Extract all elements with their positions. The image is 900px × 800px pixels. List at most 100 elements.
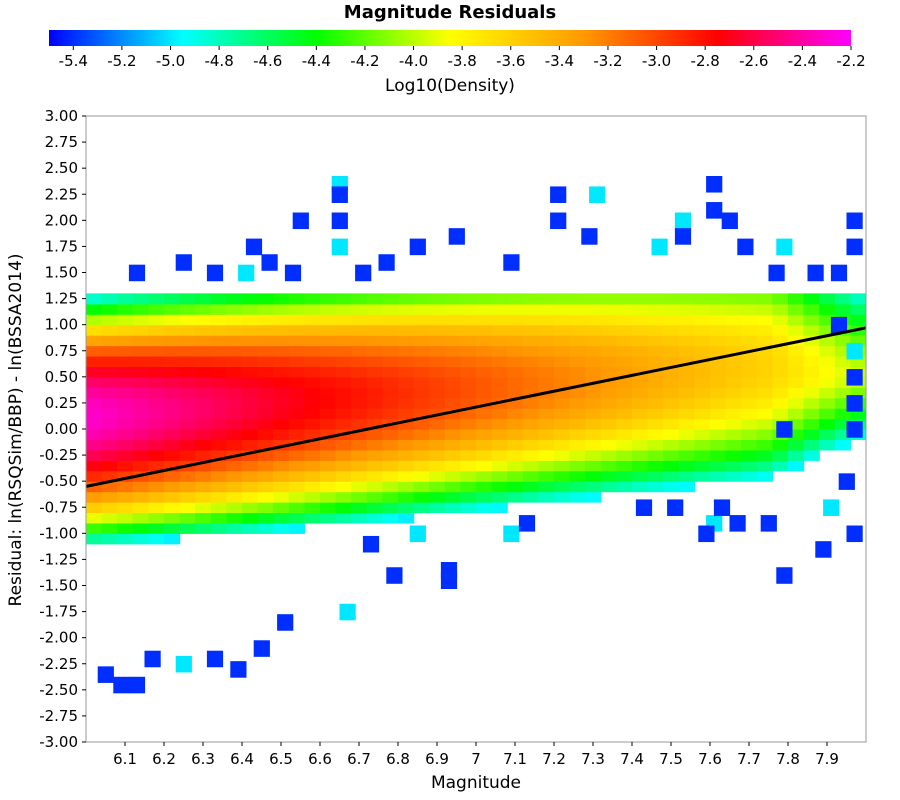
heatmap-cell: [678, 449, 695, 461]
heatmap-cell: [507, 470, 524, 482]
heatmap-cell: [819, 397, 836, 409]
heatmap-cell: [600, 408, 617, 420]
heatmap-cell: [382, 303, 399, 315]
heatmap-cell: [725, 418, 742, 430]
heatmap-cell: [647, 439, 664, 451]
heatmap-cell: [507, 481, 524, 493]
heatmap-cell: [632, 355, 649, 367]
heatmap-cell: [86, 449, 103, 461]
colorbar-tick-label: -4.2: [350, 52, 379, 70]
heatmap-cell: [522, 491, 539, 503]
heatmap-cell: [444, 314, 461, 326]
heatmap-cell: [179, 502, 196, 514]
heatmap-cell: [772, 366, 789, 378]
heatmap-cell: [288, 460, 305, 472]
heatmap-cell: [522, 335, 539, 347]
heatmap-cell: [554, 314, 571, 326]
heatmap-cell: [585, 408, 602, 420]
x-axis-label: Magnitude: [430, 773, 522, 793]
y-tick-label: -1.00: [39, 524, 78, 542]
heatmap-cell: [164, 397, 181, 409]
heatmap-cell: [132, 397, 149, 409]
heatmap-cell: [398, 418, 415, 430]
heatmap-cell: [335, 408, 352, 420]
heatmap-cell: [210, 387, 227, 399]
heatmap-cell: [242, 324, 259, 336]
heatmap-cell: [273, 355, 290, 367]
heatmap-cell: [772, 324, 789, 336]
heatmap-cell: [756, 314, 773, 326]
heatmap-cell: [694, 303, 711, 315]
heatmap-outlier-cell: [846, 369, 863, 386]
heatmap-outlier-cell: [674, 212, 692, 230]
heatmap-cell: [226, 324, 243, 336]
heatmap-cell: [117, 460, 134, 472]
heatmap-cell: [210, 470, 227, 482]
heatmap-outlier-cell: [651, 238, 668, 256]
heatmap-cell: [382, 324, 399, 336]
heatmap-cell: [710, 345, 727, 357]
heatmap-cell: [117, 293, 134, 305]
heatmap-cell: [101, 387, 118, 399]
heatmap-cell: [632, 418, 649, 430]
heatmap-cell: [522, 303, 539, 315]
heatmap-cell: [304, 335, 321, 347]
heatmap-cell: [320, 397, 337, 409]
heatmap-cell: [117, 491, 134, 503]
heatmap-cell: [694, 397, 711, 409]
heatmap-cell: [179, 314, 196, 326]
heatmap-cell: [320, 470, 337, 482]
heatmap-cell: [476, 324, 493, 336]
heatmap-cell: [507, 491, 524, 503]
heatmap-cell: [507, 376, 524, 388]
x-tick-label: 7.5: [659, 750, 683, 768]
heatmap-cell: [226, 522, 243, 534]
colorbar-tick-label: -2.6: [739, 52, 768, 70]
heatmap-outlier-cell: [776, 238, 793, 256]
heatmap-cell: [210, 491, 227, 503]
heatmap-cell: [491, 470, 508, 482]
heatmap-outlier-cell: [667, 499, 684, 516]
heatmap-cell: [507, 345, 524, 357]
heatmap-cell: [678, 335, 695, 347]
heatmap-cell: [756, 429, 773, 441]
heatmap-cell: [398, 491, 415, 503]
heatmap-cell: [288, 491, 305, 503]
heatmap-cell: [725, 429, 742, 441]
heatmap-cell: [834, 366, 851, 378]
heatmap-outlier-cell: [846, 342, 863, 360]
heatmap-cell: [288, 502, 305, 514]
heatmap-cell: [476, 335, 493, 347]
heatmap-cell: [132, 522, 149, 534]
heatmap-cell: [819, 387, 836, 399]
y-tick-label: 0.50: [45, 368, 78, 386]
heatmap-cell: [694, 408, 711, 420]
heatmap-cell: [476, 314, 493, 326]
heatmap-cell: [678, 345, 695, 357]
heatmap-cell: [242, 429, 259, 441]
heatmap-cell: [741, 314, 758, 326]
heatmap-cell: [803, 397, 820, 409]
heatmap-cell: [554, 335, 571, 347]
heatmap-cell: [554, 345, 571, 357]
heatmap-cell: [273, 481, 290, 493]
heatmap-cell: [632, 303, 649, 315]
heatmap-cell: [647, 303, 664, 315]
heatmap-cell: [242, 502, 259, 514]
heatmap-cell: [86, 502, 103, 514]
heatmap-cell: [632, 387, 649, 399]
x-tick-label: 7.2: [542, 750, 566, 768]
heatmap-cell: [585, 293, 602, 305]
heatmap-cell: [179, 491, 196, 503]
heatmap-cell: [647, 324, 664, 336]
x-tick-label: 6.8: [386, 750, 410, 768]
heatmap-cell: [819, 418, 836, 430]
heatmap-cell: [803, 376, 820, 388]
heatmap-cell: [242, 491, 259, 503]
heatmap-cell: [491, 429, 508, 441]
heatmap-cell: [554, 408, 571, 420]
heatmap-cell: [569, 293, 586, 305]
heatmap-cell: [850, 303, 866, 315]
heatmap-cell: [554, 470, 571, 482]
heatmap-cell: [382, 491, 399, 503]
